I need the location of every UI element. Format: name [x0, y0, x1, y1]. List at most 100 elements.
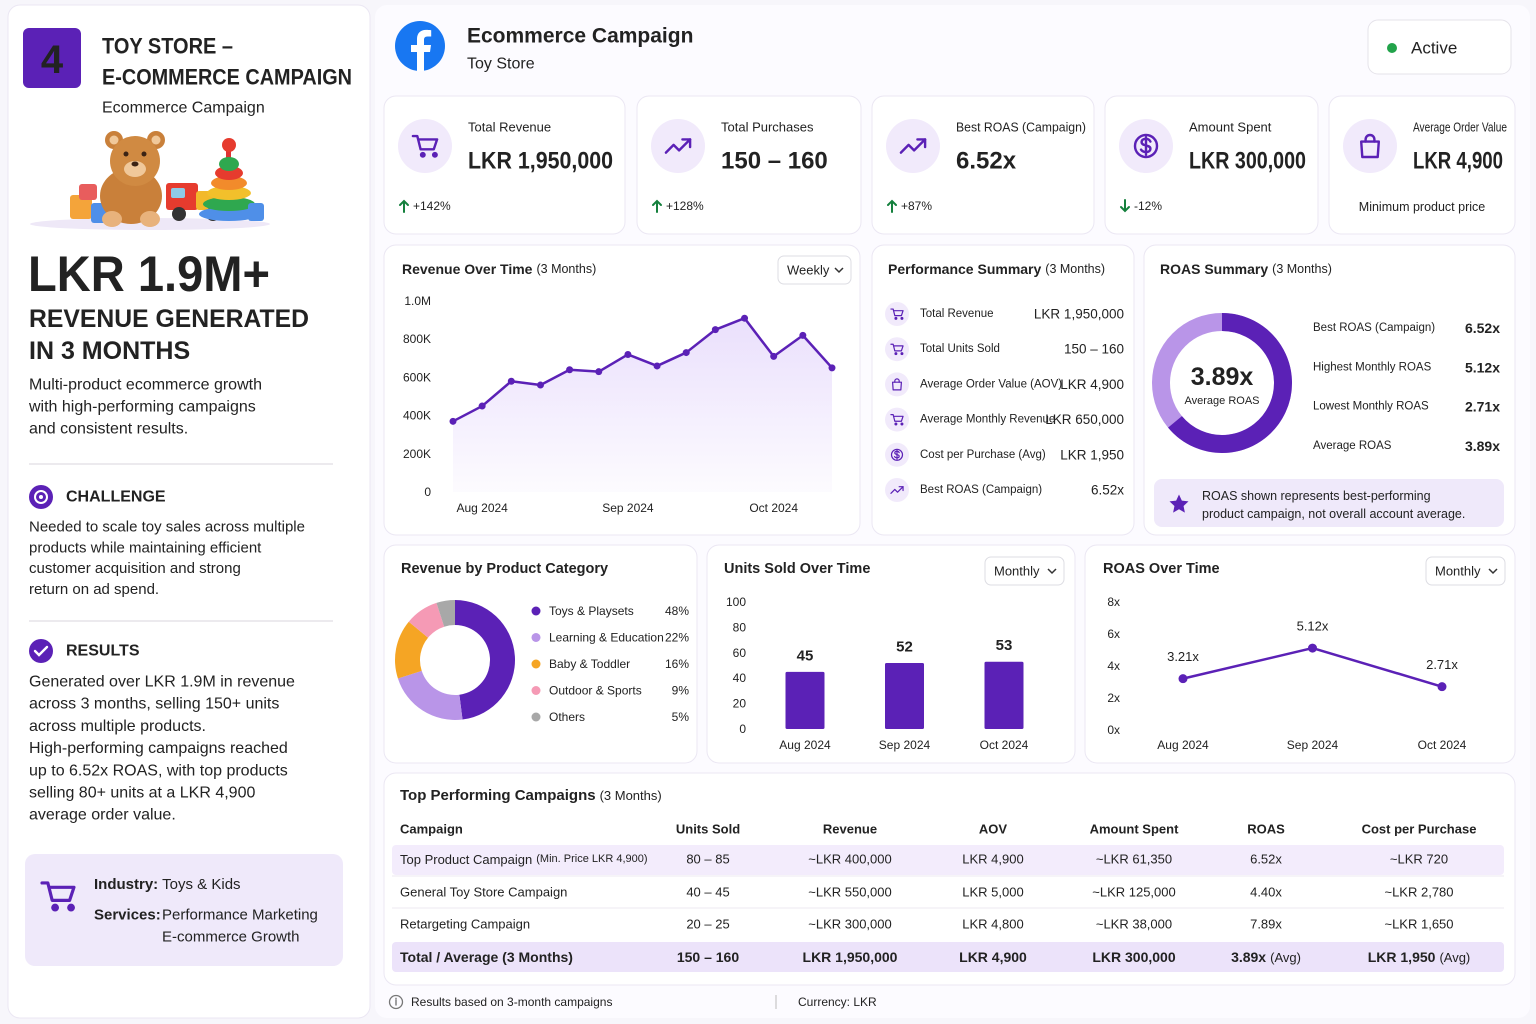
bag-icon-part — [891, 381, 903, 391]
roas-row-label: Best ROAS (Campaign) — [1313, 322, 1435, 334]
trend-icon-part — [916, 138, 927, 149]
chart-title: Units Sold Over Time — [724, 561, 870, 577]
toy-illustration — [124, 161, 146, 177]
dollar-icon-part — [1139, 135, 1152, 157]
y-tick-label: 4x — [1107, 659, 1120, 673]
legend-label: Others — [549, 710, 585, 724]
table-cell-main: Top Product Campaign — [400, 852, 532, 867]
cart-wheel — [900, 352, 904, 356]
legend-marker — [531, 712, 541, 722]
pie-segment — [397, 670, 463, 720]
point — [595, 368, 603, 376]
cart-icon — [411, 134, 439, 158]
data-label: 3.21x — [1167, 649, 1199, 664]
point — [449, 417, 457, 425]
bag-icon — [1359, 133, 1381, 159]
cart-wheel — [419, 151, 426, 158]
y-tick-label: 400K — [403, 409, 431, 423]
roas-row-value: 5.12x — [1465, 359, 1500, 375]
y-tick-label: 100 — [726, 595, 746, 609]
legend-value: 16% — [665, 657, 689, 671]
dollar-ring — [890, 448, 904, 461]
y-tick-label: 0x — [1107, 723, 1120, 737]
dropdown-label: Monthly — [1435, 564, 1481, 579]
summary-icon-bg — [885, 372, 909, 397]
kpi-change-arrow — [887, 199, 897, 213]
info-icon — [388, 994, 404, 1010]
dollar-ring — [1133, 133, 1159, 159]
star-icon — [1169, 494, 1189, 513]
point — [507, 377, 515, 385]
roas-row-label: Lowest Monthly ROAS — [1313, 401, 1429, 413]
y-tick-label: 80 — [733, 620, 747, 634]
status-dot — [1387, 43, 1397, 53]
star-shape — [1169, 494, 1189, 513]
toy-illustration — [109, 135, 119, 145]
point — [799, 331, 807, 339]
y-tick-label: 60 — [733, 646, 747, 660]
table-cell: ~LKR 1,650 — [1384, 917, 1453, 932]
summary-label: Total Units Sold — [920, 343, 1000, 355]
dropdown[interactable] — [1425, 556, 1506, 586]
table-header: Revenue — [823, 822, 877, 837]
table-cell-note: (Avg) — [1270, 950, 1301, 965]
challenge-text: products while maintaining efficient — [29, 539, 262, 556]
trend-icon-part — [898, 486, 904, 492]
point — [536, 381, 544, 389]
cart-wheel — [900, 316, 904, 320]
roas-row-value: 3.89x — [1465, 438, 1500, 454]
kpi-label: Best ROAS (Campaign) — [956, 120, 1086, 135]
dollar-icon — [890, 448, 904, 461]
summary-label: Total Revenue — [920, 308, 994, 320]
y-tick-label: 0 — [739, 722, 746, 736]
results-text: average order value. — [29, 807, 176, 824]
industry-main: Industry: — [94, 876, 158, 893]
cart-icon-part — [890, 343, 904, 352]
data-label: 52 — [896, 638, 913, 655]
trend-icon-part — [681, 138, 692, 149]
dropdown[interactable] — [984, 556, 1065, 586]
cart-icon-part — [411, 134, 439, 151]
legend-value: 5% — [672, 710, 690, 724]
table-title-note: (3 Months) — [600, 788, 662, 803]
dropdown-chevron — [1488, 568, 1498, 575]
header-subtitle: Toy Store — [467, 56, 535, 73]
y-tick-label: 40 — [733, 671, 747, 685]
toy-illustration — [199, 207, 259, 221]
point — [1308, 643, 1317, 653]
dropdown-label: Monthly — [994, 564, 1040, 579]
table-cell: 6.52x — [1250, 852, 1282, 867]
challenge-text: Needed to scale toy sales across multipl… — [29, 519, 305, 536]
table-cell: LKR 5,000 — [962, 885, 1023, 900]
cart-wheel — [431, 151, 438, 158]
results-text: Generated over LKR 1.9M in revenue — [29, 674, 295, 691]
services-value: Performance Marketing — [162, 907, 318, 924]
table-cell: LKR 4,900 — [959, 949, 1027, 965]
table-cell: Retargeting Campaign — [400, 917, 530, 932]
status-text: Active — [1411, 39, 1457, 58]
badge — [23, 28, 81, 88]
table-cell: ~LKR 720 — [1390, 852, 1448, 867]
point — [624, 350, 632, 358]
challenge-icon-ring — [34, 490, 48, 504]
roas-row-label: Highest Monthly ROAS — [1313, 361, 1432, 373]
y-tick-label: 200K — [403, 447, 431, 461]
chart-title: ROAS Over Time — [1103, 561, 1220, 577]
kpi-change: +87% — [901, 199, 932, 213]
kpi-change-arrow — [652, 199, 662, 213]
roas-note: ROAS shown represents best-performing — [1202, 489, 1431, 503]
cart-wheel — [67, 903, 75, 912]
trend-icon — [664, 138, 692, 154]
summary-icon-bg — [885, 302, 909, 326]
sidebar-title: TOY STORE – — [102, 34, 233, 59]
roas-center-value: 3.89x — [1191, 363, 1254, 391]
footer-note: Results based on 3-month campaigns — [411, 995, 612, 1009]
table-cell: 80 – 85 — [686, 852, 729, 867]
y-tick-label: 8x — [1107, 595, 1120, 609]
point — [478, 402, 486, 410]
point — [741, 314, 749, 322]
dropdown[interactable] — [777, 255, 852, 285]
kpi-value: LKR 1,950,000 — [468, 148, 613, 175]
bag-icon — [891, 378, 903, 391]
table-header: Amount Spent — [1090, 822, 1179, 837]
